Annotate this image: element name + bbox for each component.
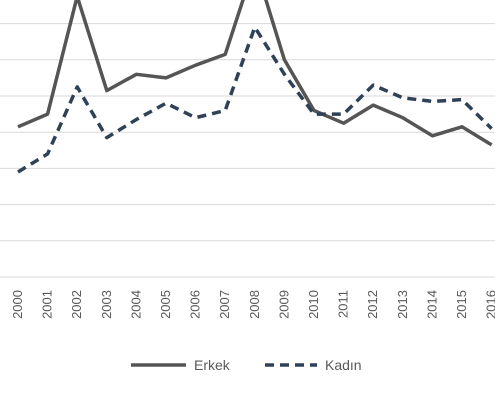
x-tick-label: 2006 [188,290,203,319]
x-tick-label: 2007 [217,290,232,319]
series-line-kadın [18,27,492,172]
x-tick-label: 2011 [336,290,351,318]
x-tick-label: 2005 [158,290,173,319]
series-line-erkek [18,0,492,145]
x-tick-label: 2015 [454,290,469,319]
legend-label-erkek: Erkek [194,357,231,373]
x-tick-label: 2009 [276,290,291,319]
legend: Erkek Kadın [131,357,362,373]
x-tick-label: 2010 [306,290,321,319]
series-lines [18,0,492,172]
x-tick-label: 2016 [484,290,495,319]
x-tick-label: 2013 [395,290,410,319]
x-tick-label: 2004 [128,290,143,319]
x-tick-label: 2001 [40,290,55,319]
x-tick-label: 2002 [69,290,84,319]
gridlines [0,24,495,277]
x-tick-label: 2000 [10,290,25,319]
x-tick-label: 2012 [365,290,380,319]
x-tick-label: 2003 [99,290,114,319]
x-tick-label: 2014 [424,290,439,319]
legend-label-kadın: Kadın [325,357,362,373]
x-axis-tick-labels: 2000 2001 2002 2003 2004 2005 2006 2007 2008 2009… [10,290,495,319]
x-tick-label: 2008 [247,290,262,319]
